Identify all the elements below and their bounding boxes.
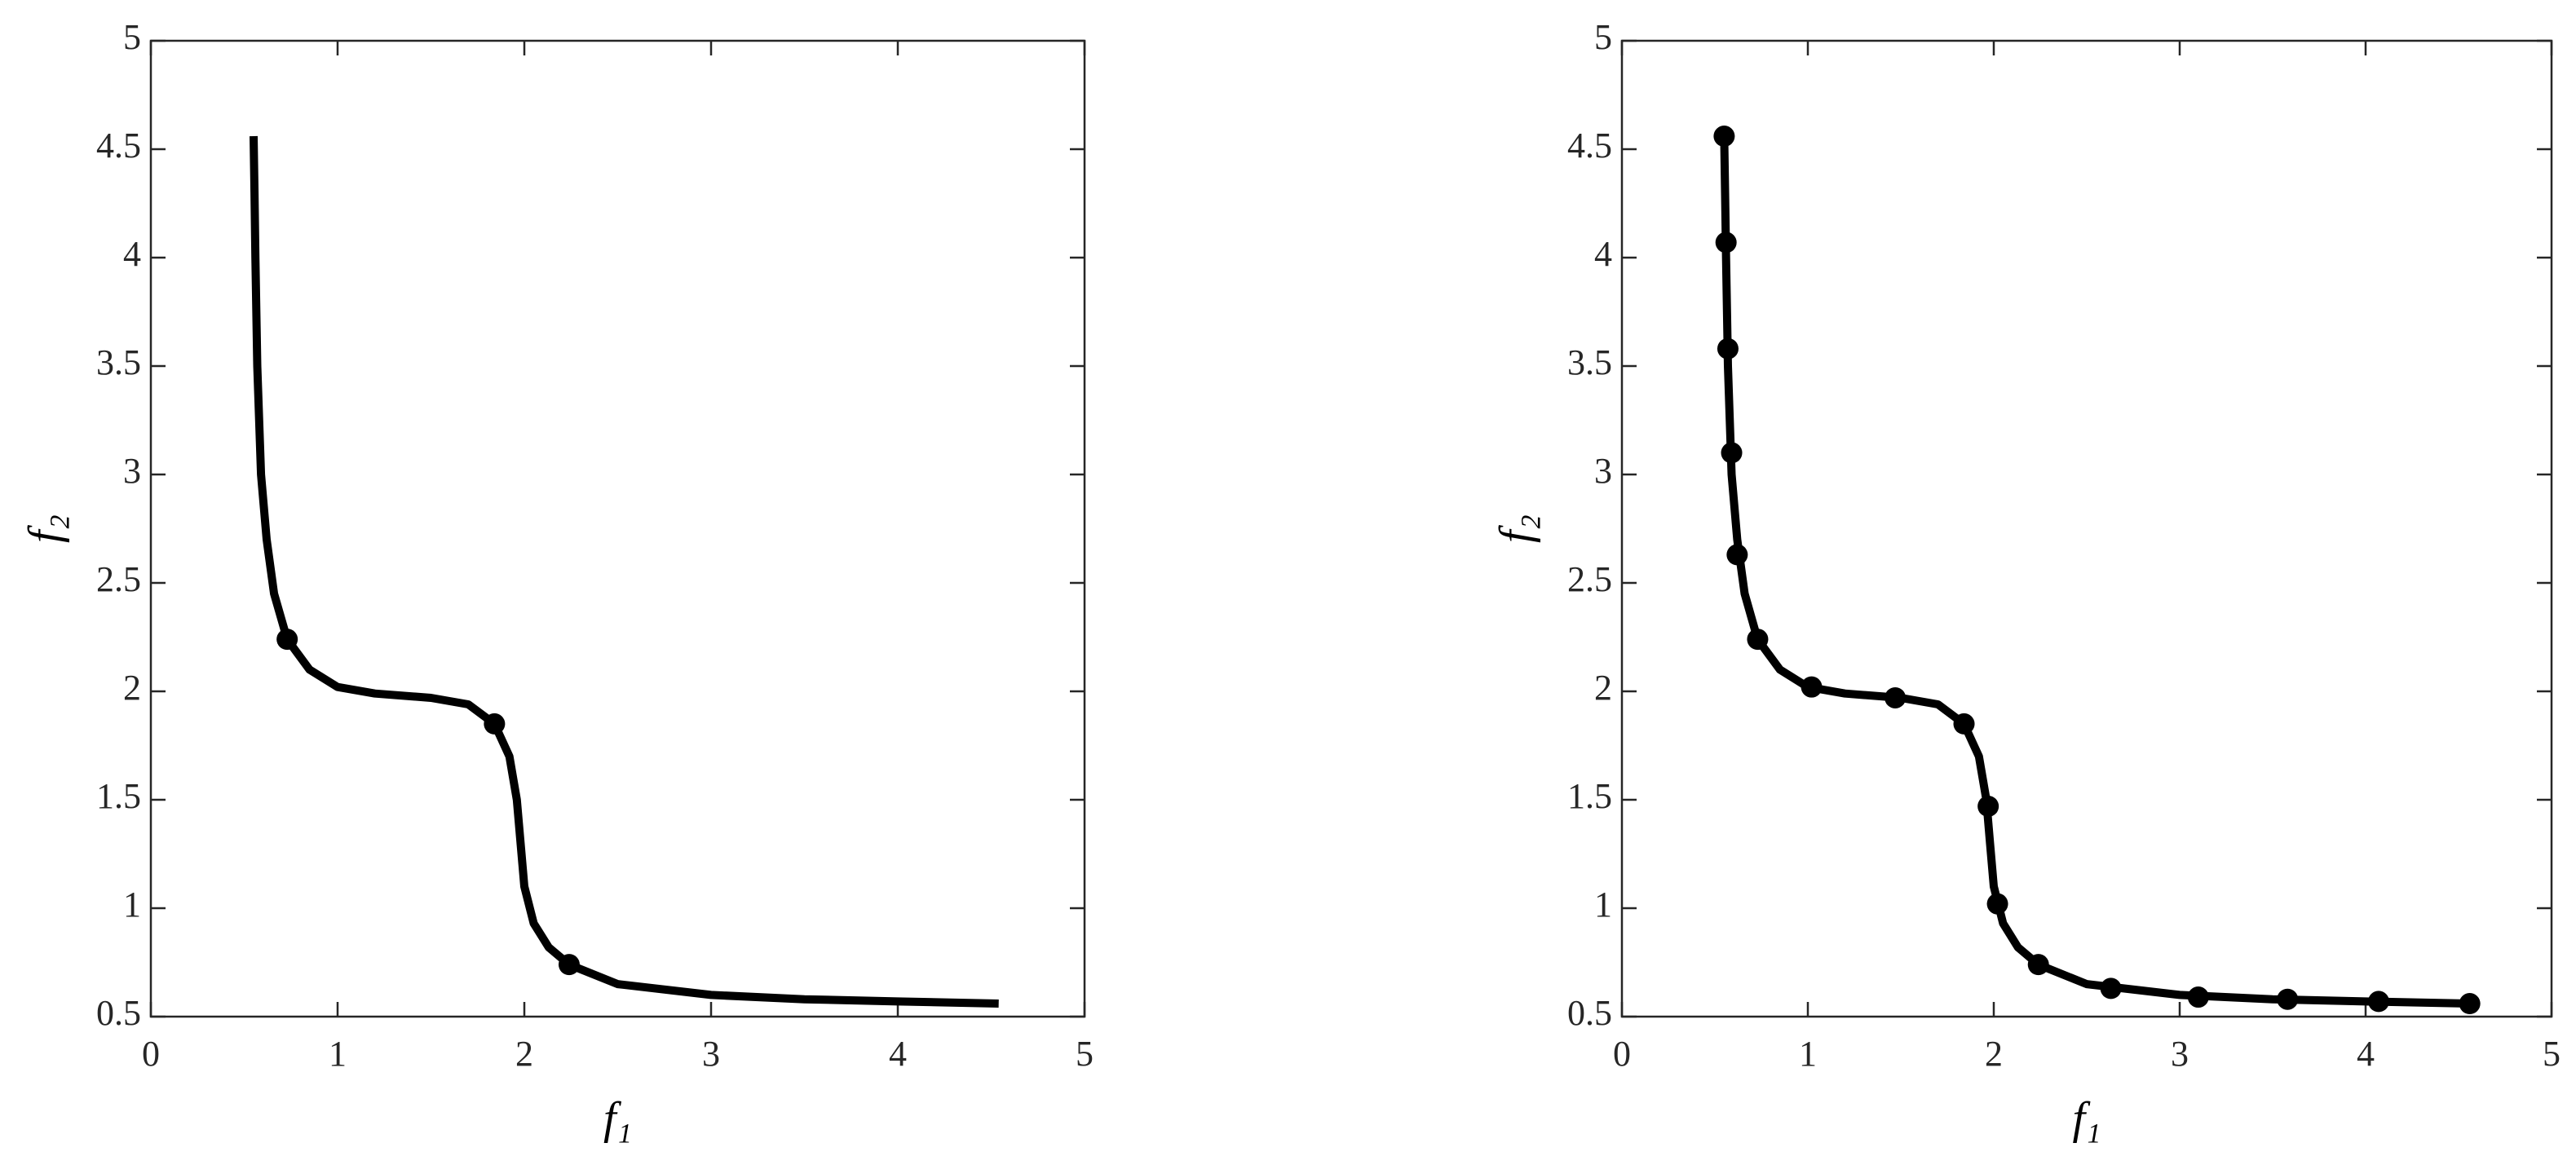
axes-box — [149, 39, 1086, 1018]
x-tick-label: 2 — [515, 1034, 533, 1074]
x-axis-label: f₁ — [2072, 1093, 2101, 1144]
marker — [2100, 977, 2122, 1000]
y-tick-label: 4 — [123, 234, 141, 274]
y-tick-label: 2.5 — [96, 559, 141, 599]
marker — [1801, 676, 1823, 698]
marker — [2459, 993, 2481, 1015]
y-tick-label: 0.5 — [1567, 993, 1612, 1033]
x-tick-label: 5 — [2543, 1034, 2561, 1074]
x-tick-label: 4 — [889, 1034, 907, 1074]
y-tick-label: 5 — [123, 17, 141, 57]
y-tick-label: 1 — [123, 885, 141, 924]
x-axis-label: f₁ — [603, 1093, 632, 1144]
marker — [276, 629, 298, 651]
x-tick-label: 3 — [702, 1034, 720, 1074]
curve — [1720, 135, 2470, 1008]
marker — [1986, 893, 2008, 915]
y-tick-label: 3.5 — [96, 342, 141, 382]
y-tick-label: 4 — [1594, 234, 1612, 274]
marker — [2027, 954, 2049, 976]
marker — [2277, 988, 2299, 1010]
y-tick-label: 5 — [1594, 17, 1612, 57]
y-tick-label: 0.5 — [96, 993, 141, 1033]
x-tick-label: 2 — [1985, 1034, 2003, 1074]
x-tick-label: 1 — [1799, 1034, 1817, 1074]
marker — [1717, 338, 1739, 360]
marker — [1726, 544, 1748, 566]
x-tick-label: 1 — [329, 1034, 347, 1074]
marker — [1885, 686, 1907, 708]
y-tick-label: 1.5 — [1567, 776, 1612, 816]
marker — [1977, 795, 1999, 817]
marker — [1953, 713, 1975, 735]
y-tick-label: 3.5 — [1567, 342, 1612, 382]
marker — [484, 713, 506, 735]
marker — [1721, 442, 1743, 464]
y-tick-label: 4.5 — [1567, 126, 1612, 165]
axes-box — [1620, 39, 2553, 1018]
marker — [1747, 629, 1769, 651]
y-tick-label: 2 — [1594, 668, 1612, 708]
y-tick-label: 3 — [123, 451, 141, 491]
y-axis-label: f₂ — [20, 514, 70, 543]
y-tick-label: 4.5 — [96, 126, 141, 165]
y-axis-label: f₂ — [1491, 514, 1541, 543]
curve — [250, 135, 999, 1008]
marker — [558, 954, 580, 976]
y-tick-label: 2.5 — [1567, 559, 1612, 599]
marker — [2187, 986, 2209, 1008]
y-tick-label: 1 — [1594, 885, 1612, 924]
marker — [2367, 991, 2389, 1013]
marker — [1715, 232, 1737, 254]
x-tick-label: 4 — [2357, 1034, 2375, 1074]
y-tick-label: 2 — [123, 668, 141, 708]
y-tick-label: 1.5 — [96, 776, 141, 816]
x-tick-label: 5 — [1076, 1034, 1094, 1074]
x-tick-label: 3 — [2171, 1034, 2189, 1074]
marker — [1713, 126, 1735, 148]
y-tick-label: 3 — [1594, 451, 1612, 491]
x-tick-label: 0 — [1613, 1034, 1631, 1074]
x-tick-label: 0 — [142, 1034, 160, 1074]
